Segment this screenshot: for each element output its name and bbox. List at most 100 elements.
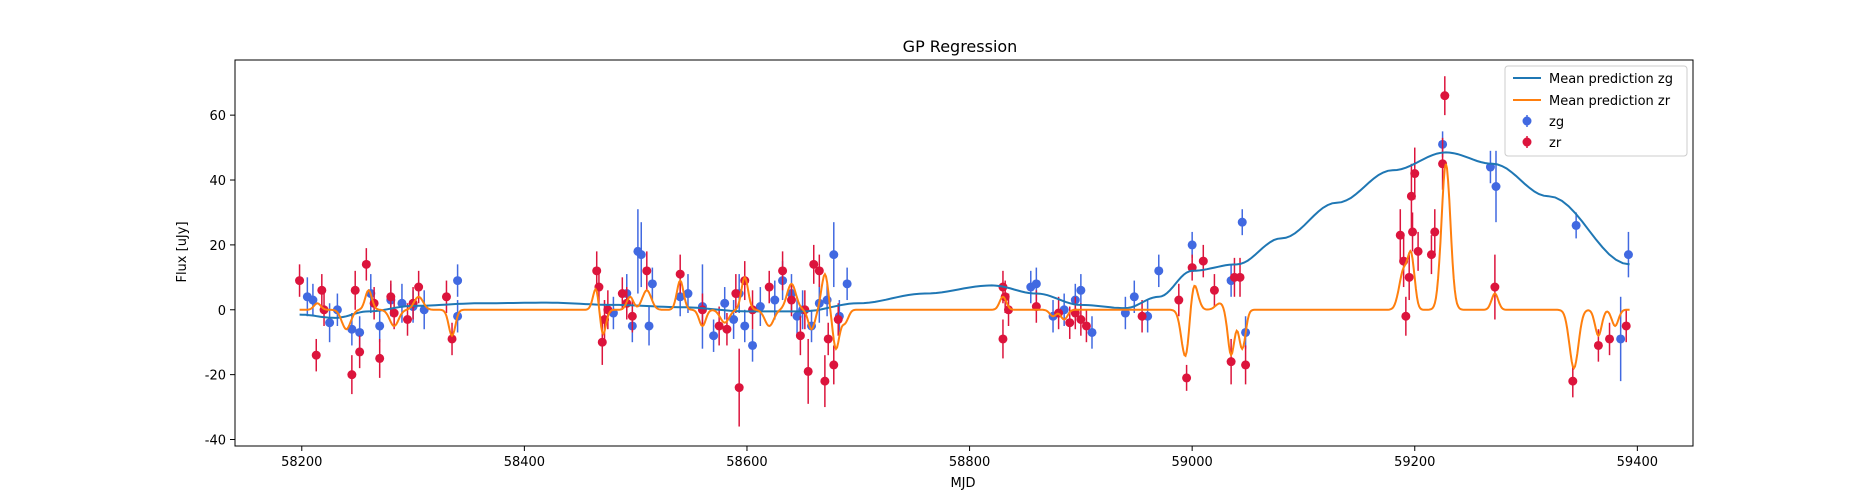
zr-point <box>734 383 744 393</box>
zr-point <box>414 282 424 292</box>
y-tick-label: -40 <box>205 434 226 449</box>
x-tick-label: 58200 <box>281 455 322 470</box>
legend: Mean prediction zg Mean prediction zr zg… <box>1504 65 1688 157</box>
zr-point <box>441 292 451 302</box>
zr-point <box>389 308 399 318</box>
zg-point <box>636 250 646 260</box>
zg-point <box>755 302 765 312</box>
zg-points <box>302 131 1633 382</box>
zg-point <box>1031 279 1041 289</box>
zr-point <box>1031 302 1041 312</box>
zr-point <box>597 337 607 347</box>
zg-point <box>647 279 657 289</box>
zr-point <box>1490 282 1500 292</box>
zg-point <box>1616 334 1626 344</box>
y-axis-ticks: -40 -20 0 20 40 60 <box>205 109 235 449</box>
zg-point <box>644 321 654 331</box>
x-tick-label: 59200 <box>1394 455 1435 470</box>
zg-point <box>770 295 780 305</box>
zr-point <box>1000 292 1010 302</box>
zg-point <box>683 289 693 299</box>
zr-point <box>1408 227 1418 237</box>
zr-point <box>731 289 741 299</box>
zr-point <box>829 360 839 370</box>
zr-point <box>1621 321 1631 331</box>
zr-point <box>833 314 843 324</box>
zr-point <box>1401 311 1411 321</box>
zr-point <box>1605 334 1615 344</box>
zr-point <box>642 266 652 276</box>
zr-point <box>403 314 413 324</box>
zg-point <box>748 340 758 350</box>
legend-box <box>1504 65 1688 157</box>
zr-point <box>1430 227 1440 237</box>
zr-point <box>809 259 819 269</box>
zr-point <box>375 353 385 363</box>
zr-points <box>295 76 1631 427</box>
zg-point <box>1571 220 1581 230</box>
zr-point <box>1235 272 1245 282</box>
zr-point <box>295 276 305 286</box>
zr-point <box>355 347 365 357</box>
zr-point <box>795 331 805 341</box>
zr-point <box>803 366 813 376</box>
mean-prediction-zg-line <box>299 151 1630 319</box>
zr-point <box>317 285 327 295</box>
chart-title: GP Regression <box>903 37 1018 56</box>
zr-point <box>1404 272 1414 282</box>
x-tick-label: 58800 <box>949 455 990 470</box>
zr-point <box>778 266 788 276</box>
zg-point <box>1129 292 1139 302</box>
zg-point <box>1087 327 1097 337</box>
zg-point <box>347 324 357 334</box>
zg-point <box>1154 266 1164 276</box>
zg-point <box>829 250 839 260</box>
zr-point <box>1004 305 1014 315</box>
y-tick-label: 60 <box>209 109 226 124</box>
zr-point <box>386 292 396 302</box>
zr-point <box>1182 373 1192 383</box>
zg-point <box>720 298 730 308</box>
zr-point <box>347 370 357 380</box>
x-tick-label: 58600 <box>726 455 767 470</box>
zg-point <box>375 321 385 331</box>
legend-label-points-zr: zr <box>1549 136 1562 151</box>
zr-point <box>447 334 457 344</box>
zg-point <box>308 295 318 305</box>
zr-point <box>1198 256 1208 266</box>
zr-point <box>350 285 360 295</box>
x-axis-ticks: 58200 58400 58600 58800 59000 59200 59400 <box>281 446 1658 470</box>
zr-point <box>361 259 371 269</box>
x-axis-label: MJD <box>950 476 975 491</box>
y-tick-label: 20 <box>209 239 226 254</box>
legend-points-zg-swatch <box>1522 115 1532 127</box>
plot-frame <box>234 59 1694 447</box>
zr-point <box>1410 169 1420 179</box>
legend-label-line-zg: Mean prediction zg <box>1549 72 1673 87</box>
zr-point <box>675 269 685 279</box>
zr-point <box>1568 376 1578 386</box>
zr-point <box>617 289 627 299</box>
zg-point <box>1623 250 1633 260</box>
zr-point <box>714 321 724 331</box>
zr-point <box>1226 357 1236 367</box>
zg-point <box>729 314 739 324</box>
zr-point <box>627 311 637 321</box>
y-tick-label: 40 <box>209 174 226 189</box>
zr-point <box>1209 285 1219 295</box>
zg-point <box>1076 285 1086 295</box>
zg-point <box>1491 182 1501 192</box>
zr-point <box>998 334 1008 344</box>
zg-point <box>325 318 335 328</box>
y-axis-label: Flux [uJy] <box>175 221 190 282</box>
zg-point <box>675 292 685 302</box>
zr-point <box>823 334 833 344</box>
zr-point <box>1440 91 1450 101</box>
zr-point <box>722 324 732 334</box>
zr-point <box>1076 314 1086 324</box>
zr-point <box>1241 360 1251 370</box>
x-tick-label: 59000 <box>1171 455 1212 470</box>
x-tick-label: 59400 <box>1617 455 1658 470</box>
zr-point <box>1081 321 1091 331</box>
